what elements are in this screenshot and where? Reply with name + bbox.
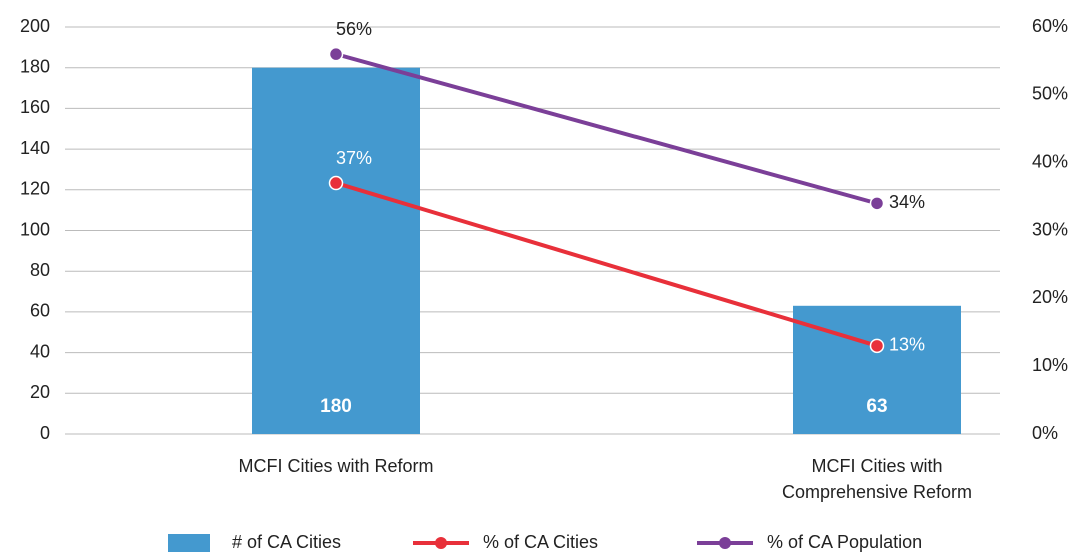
y-tick-label: 200: [20, 16, 50, 36]
bar-value-label: 63: [866, 396, 887, 417]
y-tick-label: 120: [20, 179, 50, 199]
legend-swatch-dot: [435, 537, 447, 549]
line-value-label: 37%: [336, 148, 372, 168]
y2-tick-label: 50%: [1032, 84, 1068, 104]
line-value-label: 34%: [889, 192, 925, 212]
line-point: [869, 196, 885, 211]
legend-label: # of CA Cities: [232, 532, 341, 552]
y2-tick-label: 40%: [1032, 151, 1068, 171]
y-tick-label: 180: [20, 56, 50, 76]
bar-value-label: 180: [320, 396, 352, 417]
line-point: [328, 175, 344, 191]
line-point: [869, 338, 885, 354]
line-value-label: 56%: [336, 19, 372, 39]
y-tick-label: 160: [20, 97, 50, 117]
x-tick-label: MCFI Cities with Comprehensive Reform: [781, 456, 973, 502]
bar: [252, 67, 420, 434]
y2-tick-label: 60%: [1032, 16, 1068, 36]
legend-swatch: [168, 534, 210, 552]
line: [335, 52, 878, 206]
line-point: [328, 46, 344, 62]
y-tick-label: 0: [40, 423, 50, 443]
legend-label: % of CA Cities: [483, 532, 598, 552]
line-value-label: 13%: [889, 335, 925, 355]
y-tick-label: 20: [30, 382, 50, 402]
y-tick-label: 60: [30, 301, 50, 321]
y-tick-label: 100: [20, 219, 50, 239]
y2-tick-label: 10%: [1032, 355, 1068, 375]
y2-tick-label: 0%: [1032, 423, 1058, 443]
line: [335, 181, 878, 348]
y-tick-label: 140: [20, 138, 50, 158]
legend-label: % of CA Population: [767, 532, 922, 552]
y2-tick-label: 20%: [1032, 287, 1068, 307]
x-tick-label: MCFI Cities with Reform: [238, 456, 434, 476]
legend-swatch-dot: [719, 537, 731, 549]
y2-tick-label: 30%: [1032, 219, 1068, 239]
y-tick-label: 40: [30, 341, 50, 361]
y-tick-label: 80: [30, 260, 50, 280]
